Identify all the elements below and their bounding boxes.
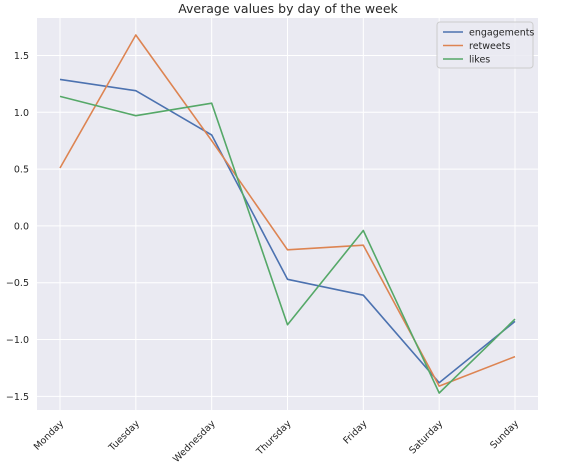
y-tick-label: 0.5 — [14, 165, 29, 176]
x-tick-label: Sunday — [488, 418, 521, 451]
y-tick-label: −0.5 — [6, 278, 29, 289]
x-tick-label: Thursday — [254, 418, 294, 458]
y-tick-label: 1.0 — [14, 108, 29, 119]
x-tick-label: Tuesday — [106, 418, 142, 454]
grid — [37, 18, 538, 410]
chart-title: Average values by day of the week — [178, 1, 398, 16]
series-line-likes — [59, 95, 516, 394]
y-tick-label: −1.5 — [6, 392, 29, 403]
x-tick-label: Saturday — [407, 418, 445, 456]
series-line-engagements — [59, 78, 516, 384]
series-lines — [59, 34, 516, 394]
y-axis: −1.5 −1.0 −0.5 0.0 0.5 1.0 1.5 — [6, 51, 29, 403]
x-tick-label: Monday — [32, 418, 67, 453]
legend-label: retweets — [469, 41, 510, 52]
legend-label: likes — [469, 55, 490, 66]
y-tick-label: −1.0 — [6, 335, 29, 346]
y-tick-label: 1.5 — [14, 51, 29, 62]
x-axis: Monday Tuesday Wednesday Thursday Friday Satu… — [32, 418, 522, 465]
series-line-retweets — [59, 34, 516, 387]
legend-label: engagements — [469, 28, 534, 39]
x-tick-label: Friday — [341, 418, 369, 446]
y-tick-label: 0.0 — [14, 221, 29, 232]
legend-box — [436, 21, 534, 69]
x-tick-label: Wednesday — [171, 418, 218, 465]
legend: engagements retweets likes — [436, 21, 534, 69]
